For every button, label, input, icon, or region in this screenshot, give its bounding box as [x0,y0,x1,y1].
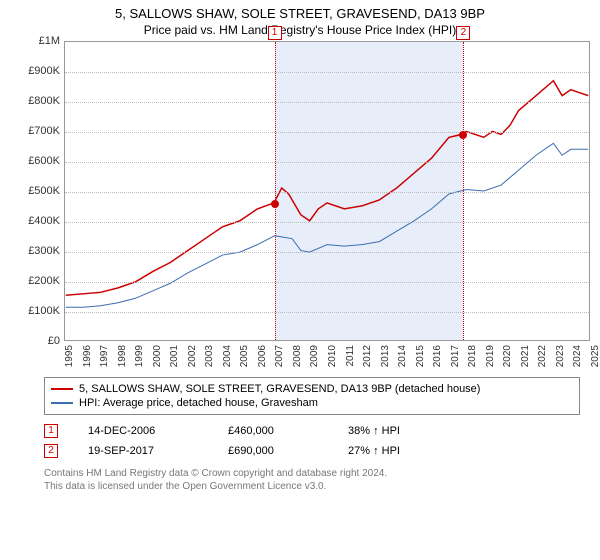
y-axis-label: £0 [20,335,60,347]
x-axis-label: 2021 [520,345,531,367]
event-table: 1 14-DEC-2006 £460,000 38% ↑ HPI 2 19-SEP-201… [44,421,580,461]
x-axis-label: 2017 [450,345,461,367]
x-axis-label: 2001 [169,345,180,367]
event-marker-box: 2 [456,26,470,40]
plot-area: 12 [64,41,590,341]
footer-line-1: Contains HM Land Registry data © Crown c… [44,467,580,480]
x-axis-label: 1999 [134,345,145,367]
y-axis-label: £600K [20,155,60,167]
x-axis-label: 2020 [502,345,513,367]
event-vline [275,42,276,340]
x-axis-label: 2003 [204,345,215,367]
y-axis-label: £500K [20,185,60,197]
x-axis-label: 2025 [590,345,600,367]
x-axis-label: 2015 [415,345,426,367]
event-vline [463,42,464,340]
x-axis-label: 2024 [572,345,583,367]
chart-subtitle: Price paid vs. HM Land Registry's House … [0,21,600,41]
x-axis-label: 2014 [397,345,408,367]
x-axis-label: 2006 [257,345,268,367]
event-date: 19-SEP-2017 [88,445,198,457]
event-marker-box: 1 [268,26,282,40]
event-number-box: 1 [44,424,58,438]
x-axis-label: 2000 [152,345,163,367]
legend-row: HPI: Average price, detached house, Grav… [51,396,573,410]
event-row: 1 14-DEC-2006 £460,000 38% ↑ HPI [44,421,580,441]
legend-row: 5, SALLOWS SHAW, SOLE STREET, GRAVESEND,… [51,382,573,396]
event-number-box: 2 [44,444,58,458]
event-dot [271,200,279,208]
x-axis-label: 2016 [432,345,443,367]
footer: Contains HM Land Registry data © Crown c… [44,467,580,493]
chart-lines [65,42,589,340]
event-date: 14-DEC-2006 [88,425,198,437]
legend-swatch [51,402,73,404]
y-axis-label: £800K [20,95,60,107]
x-axis-label: 2018 [467,345,478,367]
chart-title: 5, SALLOWS SHAW, SOLE STREET, GRAVESEND,… [0,0,600,21]
x-axis-label: 1997 [99,345,110,367]
x-axis-label: 1995 [64,345,75,367]
series-price_paid [66,81,588,296]
x-axis-label: 2004 [222,345,233,367]
y-axis-label: £1M [20,35,60,47]
y-axis-label: £700K [20,125,60,137]
legend-swatch [51,388,73,390]
event-dot [459,131,467,139]
event-price: £460,000 [228,425,318,437]
x-axis-label: 2011 [345,345,356,367]
event-row: 2 19-SEP-2017 £690,000 27% ↑ HPI [44,441,580,461]
y-axis-label: £900K [20,65,60,77]
x-axis-label: 2008 [292,345,303,367]
x-axis-label: 2010 [327,345,338,367]
y-axis-label: £400K [20,215,60,227]
footer-line-2: This data is licensed under the Open Gov… [44,480,580,493]
chart: £0 £100K £200K £300K £400K £500K £600K £700K £80… [20,41,590,371]
x-axis-label: 1996 [82,345,93,367]
x-axis-label: 2022 [537,345,548,367]
y-axis-label: £100K [20,305,60,317]
x-axis-label: 2007 [274,345,285,367]
x-axis-label: 2019 [485,345,496,367]
legend: 5, SALLOWS SHAW, SOLE STREET, GRAVESEND,… [44,377,580,415]
x-axis-label: 2009 [309,345,320,367]
x-axis-label: 2005 [239,345,250,367]
legend-label: HPI: Average price, detached house, Grav… [79,397,318,409]
legend-label: 5, SALLOWS SHAW, SOLE STREET, GRAVESEND,… [79,383,480,395]
event-price: £690,000 [228,445,318,457]
event-pct: 38% ↑ HPI [348,425,400,437]
x-axis-label: 1998 [117,345,128,367]
y-axis-label: £300K [20,245,60,257]
x-axis-label: 2012 [362,345,373,367]
x-axis-label: 2002 [187,345,198,367]
event-pct: 27% ↑ HPI [348,445,400,457]
y-axis-label: £200K [20,275,60,287]
x-axis-label: 2023 [555,345,566,367]
x-axis-label: 2013 [380,345,391,367]
